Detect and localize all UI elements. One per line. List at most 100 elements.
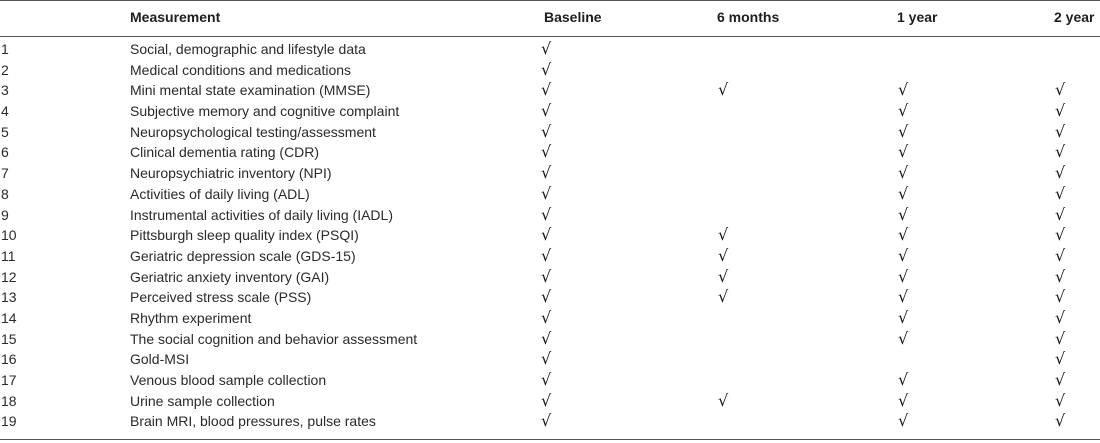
table-row: 10 Pittsburgh sleep quality index (PSQI) √… <box>0 225 1100 246</box>
table-row: 11 Geriatric depression scale (GDS-15) √ √ √… <box>0 246 1100 267</box>
row-number: 15 <box>1 330 17 347</box>
row-number: 4 <box>1 103 9 120</box>
table-top-rule <box>0 0 1100 1</box>
baseline-check-mark: √ <box>541 142 552 162</box>
header-baseline: Baseline <box>544 9 602 25</box>
2-year-check-mark: √ <box>1055 390 1066 410</box>
6-months-check-mark: √ <box>718 266 729 286</box>
table-row: 14 Rhythm experiment √ √ √ <box>0 308 1100 329</box>
baseline-check-mark: √ <box>541 204 552 224</box>
2-year-check-mark: √ <box>1055 266 1066 286</box>
table-bottom-rule <box>0 439 1100 440</box>
2-year-check-mark: √ <box>1055 163 1066 183</box>
row-number: 6 <box>1 144 9 161</box>
table-row: 7 Neuropsychiatric inventory (NPI) √ √ √ <box>0 163 1100 184</box>
row-number: 17 <box>1 372 17 388</box>
baseline-check-mark: √ <box>541 266 552 286</box>
1-year-check-mark: √ <box>898 370 909 389</box>
table-row: 4 Subjective memory and cognitive complai… <box>0 101 1100 122</box>
2-year-check-mark: √ <box>1055 307 1066 327</box>
baseline-check-mark: √ <box>541 411 552 431</box>
measurement-name: Perceived stress scale (PSS) <box>130 289 312 306</box>
header-6-months: 6 months <box>717 9 780 25</box>
1-year-check-mark: √ <box>898 266 909 286</box>
2-year-check-mark: √ <box>1055 349 1066 369</box>
2-year-check-mark: √ <box>1055 411 1066 431</box>
baseline-check-mark: √ <box>541 101 552 121</box>
2-year-check-mark: √ <box>1055 225 1066 245</box>
measurement-name: Rhythm experiment <box>130 309 252 326</box>
measurement-name: Brain MRI, blood pressures, pulse rates <box>130 413 376 430</box>
measurement-name: Medical conditions and medications <box>130 61 352 78</box>
baseline-check-mark: √ <box>541 183 552 203</box>
1-year-check-mark: √ <box>898 307 909 327</box>
table-row: 2 Medical conditions and medications √ <box>0 60 1100 81</box>
2-year-check-mark: √ <box>1055 121 1066 141</box>
header-1-year: 1 year <box>897 9 938 25</box>
table-row: 15 The social cognition and behavior asse… <box>0 329 1100 350</box>
table-row: 5 Neuropsychological testing/assessment √ √… <box>0 122 1100 143</box>
1-year-check-mark: √ <box>898 163 909 183</box>
header-measurement: Measurement <box>130 9 221 25</box>
measurement-name: Mini mental state examination (MMSE) <box>130 82 371 99</box>
baseline-check-mark: √ <box>541 287 552 307</box>
row-number: 18 <box>1 392 17 409</box>
1-year-check-mark: √ <box>898 411 909 431</box>
2-year-check-mark: √ <box>1055 80 1066 100</box>
row-number: 1 <box>1 41 9 57</box>
6-months-check-mark: √ <box>718 80 729 100</box>
table-row: 9 Instrumental activities of daily living… <box>0 205 1100 226</box>
header-2-year: 2 year <box>1054 9 1095 25</box>
table-row: 12 Geriatric anxiety inventory (GAI) √ √ √ √ <box>0 267 1100 288</box>
baseline-check-mark: √ <box>541 328 552 348</box>
table-header-rule <box>0 36 1100 37</box>
6-months-check-mark: √ <box>718 245 729 265</box>
1-year-check-mark: √ <box>898 142 909 162</box>
measurement-name: Urine sample collection <box>130 392 275 409</box>
row-number: 3 <box>1 82 9 99</box>
table-row: 17 Venous blood sample collection √ √ √ <box>0 370 1100 391</box>
table-row: 6 Clinical dementia rating (CDR) √ √ √ <box>0 142 1100 163</box>
2-year-check-mark: √ <box>1055 142 1066 162</box>
baseline-check-mark: √ <box>541 39 552 58</box>
row-number: 19 <box>1 413 17 430</box>
baseline-check-mark: √ <box>541 163 552 183</box>
row-number: 12 <box>1 268 17 285</box>
measurement-name: Social, demographic and lifestyle data <box>130 41 366 57</box>
baseline-check-mark: √ <box>541 307 552 327</box>
measurement-name: Geriatric anxiety inventory (GAI) <box>130 268 330 285</box>
1-year-check-mark: √ <box>898 101 909 121</box>
baseline-check-mark: √ <box>541 370 552 389</box>
row-number: 8 <box>1 185 9 202</box>
2-year-check-mark: √ <box>1055 370 1066 389</box>
1-year-check-mark: √ <box>898 390 909 410</box>
1-year-check-mark: √ <box>898 204 909 224</box>
2-year-check-mark: √ <box>1055 328 1066 348</box>
baseline-check-mark: √ <box>541 121 552 141</box>
baseline-check-mark: √ <box>541 390 552 410</box>
1-year-check-mark: √ <box>898 121 909 141</box>
baseline-check-mark: √ <box>541 225 552 245</box>
row-number: 14 <box>1 309 17 326</box>
measurement-name: Clinical dementia rating (CDR) <box>130 144 320 161</box>
table-row: 19 Brain MRI, blood pressures, pulse rate… <box>0 411 1100 432</box>
2-year-check-mark: √ <box>1055 204 1066 224</box>
baseline-check-mark: √ <box>541 349 552 369</box>
measurement-name: Neuropsychiatric inventory (NPI) <box>130 165 332 182</box>
table-row: 18 Urine sample collection √ √ √ √ <box>0 391 1100 412</box>
row-number: 7 <box>1 165 9 182</box>
2-year-check-mark: √ <box>1055 287 1066 307</box>
measurement-name: Venous blood sample collection <box>130 372 327 388</box>
baseline-check-mark: √ <box>541 59 552 79</box>
2-year-check-mark: √ <box>1055 183 1066 203</box>
1-year-check-mark: √ <box>898 245 909 265</box>
table-row: 16 Gold-MSI √ √ <box>0 349 1100 370</box>
measurement-name: Pittsburgh sleep quality index (PSQI) <box>130 227 359 244</box>
row-number: 13 <box>1 289 17 306</box>
baseline-check-mark: √ <box>541 80 552 100</box>
row-number: 16 <box>1 351 17 368</box>
row-number: 9 <box>1 206 9 223</box>
table-body: 1 Social, demographic and lifestyle data √… <box>0 39 1100 432</box>
2-year-check-mark: √ <box>1055 101 1066 121</box>
measurement-name: Instrumental activities of daily living … <box>130 206 393 223</box>
